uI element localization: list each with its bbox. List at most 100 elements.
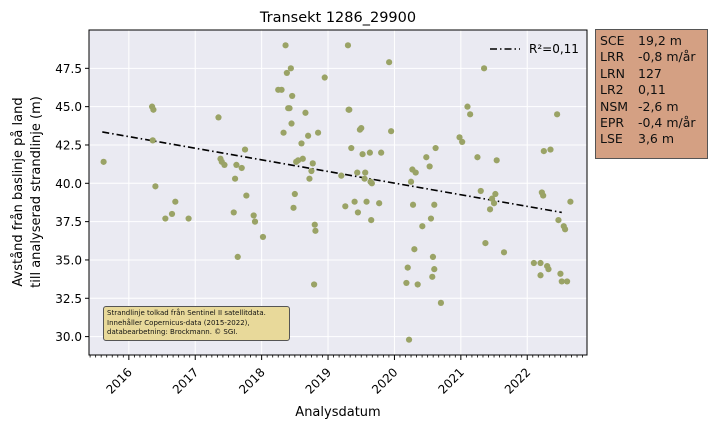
y-tick-label: 45.0 xyxy=(55,100,82,114)
data-point xyxy=(310,281,318,288)
data-point xyxy=(289,92,296,100)
data-point xyxy=(555,216,562,224)
stats-row-nsm: NSM -2,6 m xyxy=(600,99,704,115)
stats-row-lrn: LRN 127 xyxy=(600,66,704,82)
data-point xyxy=(558,278,565,285)
data-point xyxy=(278,86,285,93)
data-point xyxy=(215,114,222,121)
plot-area xyxy=(89,30,587,355)
data-point xyxy=(150,106,157,113)
data-point xyxy=(537,259,544,267)
data-point xyxy=(431,201,438,208)
data-point xyxy=(243,192,250,199)
data-point xyxy=(388,128,395,135)
data-point xyxy=(311,221,318,228)
data-point xyxy=(554,111,561,118)
data-point xyxy=(250,212,257,219)
data-point xyxy=(299,155,306,162)
x-axis-label: Analysdatum xyxy=(295,405,380,420)
stats-key: NSM xyxy=(600,98,629,114)
data-point xyxy=(231,175,239,182)
data-point xyxy=(431,266,438,273)
y-tick-label: 32.5 xyxy=(55,292,82,306)
data-point xyxy=(348,144,355,152)
stats-row-lse: LSE 3,6 m xyxy=(600,131,704,147)
data-point xyxy=(287,65,294,72)
data-point xyxy=(482,239,489,247)
data-point xyxy=(557,270,564,277)
data-point xyxy=(172,198,179,205)
stats-value: -2,6 m xyxy=(638,98,679,114)
chart-title: Transekt 1286_29900 xyxy=(259,10,416,26)
data-point xyxy=(429,273,436,280)
data-point xyxy=(282,42,289,49)
data-point xyxy=(321,74,328,81)
data-point xyxy=(298,140,305,147)
stats-row-lrr: LRR -0,8 m/år xyxy=(600,49,704,65)
y-axis-label-line-1: Avstånd från baslinje på land xyxy=(11,97,26,286)
data-point xyxy=(342,203,349,210)
data-point xyxy=(354,209,362,216)
data-point xyxy=(490,200,498,207)
data-point xyxy=(412,169,419,176)
data-point xyxy=(100,158,107,165)
data-point xyxy=(500,249,508,256)
data-point xyxy=(464,103,471,110)
data-point xyxy=(366,149,373,156)
data-point xyxy=(456,134,463,141)
data-point xyxy=(547,146,554,153)
stats-key: LRN xyxy=(600,65,625,81)
stats-row-epr: EPR -0,4 m/år xyxy=(600,115,704,131)
data-point xyxy=(351,198,358,205)
data-point xyxy=(234,253,241,260)
data-point xyxy=(419,223,426,230)
x-tick-label: 2017 xyxy=(170,365,201,396)
note-line-2: Innehåller Copernicus-data (2015-2022), xyxy=(107,318,250,327)
data-point xyxy=(241,146,249,153)
data-point xyxy=(359,151,366,158)
data-point xyxy=(540,192,547,199)
data-point xyxy=(168,210,176,218)
data-point xyxy=(306,175,313,182)
data-point xyxy=(477,187,484,195)
stats-key: SCE xyxy=(600,33,625,48)
data-point xyxy=(368,216,375,224)
data-point xyxy=(230,209,237,216)
data-point xyxy=(238,164,245,172)
data-point xyxy=(286,105,293,112)
x-tick-label: 2019 xyxy=(303,365,334,396)
stats-value: -0,8 m/år xyxy=(638,49,696,65)
data-point xyxy=(290,204,297,211)
data-point xyxy=(378,149,385,156)
x-tick-label: 2021 xyxy=(435,365,466,396)
data-point xyxy=(314,129,322,136)
legend: R²=0,11 xyxy=(490,42,579,56)
data-point xyxy=(280,129,287,136)
data-point xyxy=(251,218,259,225)
y-tick-label: 37.5 xyxy=(55,215,82,229)
legend-label: R²=0,11 xyxy=(529,42,579,56)
data-point xyxy=(474,154,481,161)
data-point xyxy=(567,198,574,205)
stats-row-lr2: LR2 0,11 xyxy=(600,82,704,98)
stats-value: 3,6 m xyxy=(638,131,675,147)
data-source-note: Strandlinje tolkad från Sentinel II sate… xyxy=(103,306,290,341)
data-point xyxy=(358,125,365,132)
data-point xyxy=(305,132,312,139)
plot-frame xyxy=(88,29,588,356)
data-point xyxy=(291,190,298,198)
y-tick-label: 47.5 xyxy=(55,62,82,76)
data-point xyxy=(361,175,368,182)
data-point xyxy=(344,42,352,49)
data-point xyxy=(302,109,309,116)
data-point xyxy=(426,163,433,170)
data-point xyxy=(411,246,418,253)
note-line-3: databearbetning: Brockmann. © SGI. xyxy=(107,328,238,336)
data-point xyxy=(404,264,411,271)
data-point xyxy=(480,65,488,72)
y-tick-label: 30.0 xyxy=(55,330,82,344)
data-point xyxy=(403,279,410,287)
statistics-box: SCE 19,2 m LRR -0,8 m/år LRN 127 LR2 0,11 NS… xyxy=(595,29,708,159)
data-point xyxy=(386,59,393,66)
data-point xyxy=(283,69,290,77)
